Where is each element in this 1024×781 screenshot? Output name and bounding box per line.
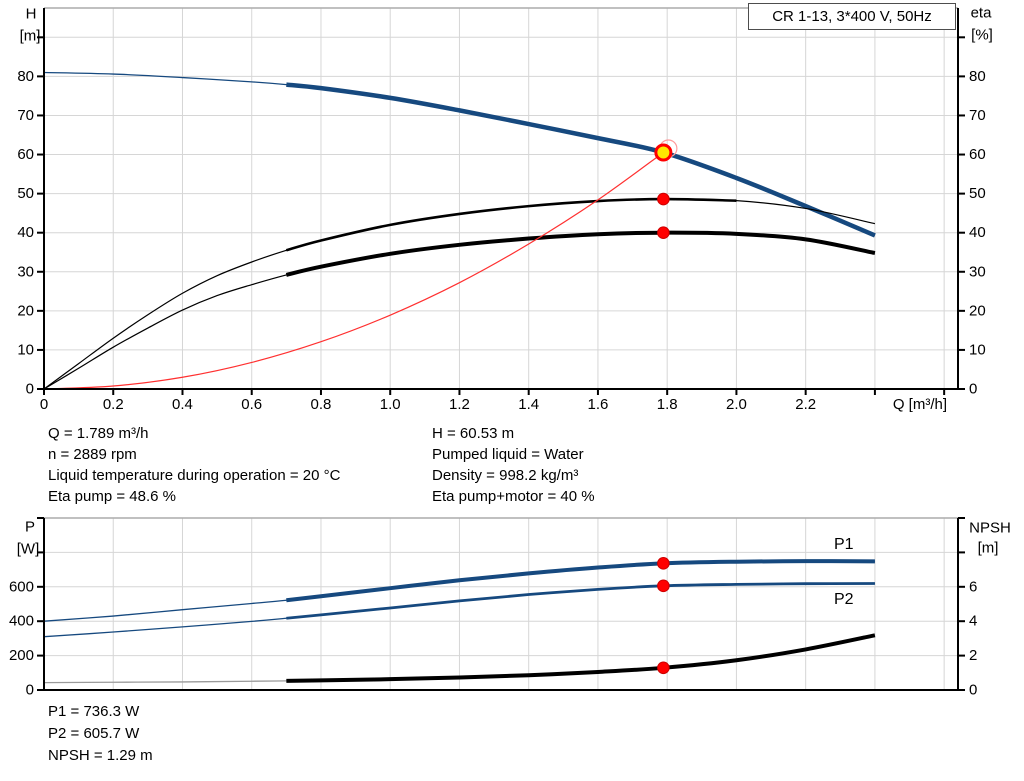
y-left-tick-label: 10 (17, 341, 34, 358)
p1-curve-label: P1 (834, 536, 854, 553)
y-left-axis-title: [W] (17, 541, 40, 558)
y-right-axis-title: [%] (971, 27, 993, 44)
p1-point (657, 557, 670, 570)
npsh-point (657, 661, 670, 675)
npsh-curve (286, 633, 876, 683)
duty-annotations-bottom: P1 = 736.3 W P2 = 605.7 W NPSH = 1.29 m (48, 701, 153, 767)
y-left-axis-title: [m] (20, 28, 41, 45)
y-left-tick-label: 600 (9, 578, 34, 595)
series (43, 71, 876, 390)
annotation-speed: n = 2889 rpm (48, 446, 137, 463)
x-tick-label: 0.4 (172, 396, 193, 413)
duty-annotations-left: Q = 1.789 m³/h n = 2889 rpm Liquid tempe… (48, 423, 340, 507)
x-tick-label: 2.2 (795, 396, 816, 413)
y-right-axis-title: [m] (978, 540, 999, 557)
x-axis-title: Q [m³/h] (893, 396, 947, 413)
pump-title-box: CR 1-13, 3*400 V, 50Hz (748, 3, 956, 30)
y-left-tick-label: 40 (17, 224, 34, 241)
x-tick-label: 0.6 (241, 396, 262, 413)
x-tick-label: 1.0 (380, 396, 401, 413)
y-right-tick-label: 0 (969, 682, 977, 699)
y-left-tick-label: 400 (9, 613, 34, 630)
markers (657, 557, 670, 675)
x-tick-label: 1.4 (518, 396, 539, 413)
qh-eta-chart[interactable]: 0 0.2 0.4 0.6 0.8 1.0 1.2 1.4 1.6 1.8 2.0 2.2 Q [m³/… (0, 0, 1024, 430)
annotation-eta-pump: Eta pump = 48.6 % (48, 488, 176, 505)
p2-point (657, 579, 670, 593)
power-npsh-chart[interactable]: P1 P2 0 200 400 600 0 2 4 6 P [W] NPSH [m] (0, 512, 1024, 712)
axes (43, 8, 959, 390)
x-tick-label: 2.0 (726, 396, 747, 413)
eta-pump-motor-point (657, 226, 670, 239)
x-tick-label: 1.8 (657, 396, 678, 413)
p2-curve (286, 582, 875, 620)
annotation-pumped-liquid: Pumped liquid = Water (432, 446, 584, 463)
annotation-eta-pump-motor: Eta pump+motor = 40 % (432, 488, 595, 505)
y-right-tick-label: 6 (969, 578, 977, 595)
x-tick-label: 1.6 (588, 396, 609, 413)
eta-pump-motor-curve (285, 230, 876, 277)
annotation-flow: Q = 1.789 m³/h (48, 425, 149, 442)
y-right-tick-label: 50 (969, 185, 986, 202)
y-left-tick-label: 0 (26, 381, 34, 398)
eta-pump-point (657, 192, 670, 206)
annotation-p1: P1 = 736.3 W (48, 703, 140, 720)
y-right-tick-label: 80 (969, 68, 986, 85)
y-right-tick-label: 30 (969, 263, 986, 280)
p2-curve-label: P2 (834, 591, 854, 608)
y-left-tick-label: 20 (17, 302, 34, 319)
x-tick-label: 0.8 (311, 396, 332, 413)
y-left-axis-title: P (25, 519, 35, 536)
y-right-tick-label: 0 (969, 381, 977, 398)
system-curve-thin (43, 151, 664, 390)
y-right-tick-label: 70 (969, 107, 986, 124)
gridlines (44, 518, 958, 690)
y-left-tick-label: 70 (17, 107, 34, 124)
pump-title: CR 1-13, 3*400 V, 50Hz (772, 8, 932, 25)
y-left-tick-label: 80 (17, 68, 34, 85)
markers (654, 139, 678, 239)
series: P1 P2 (43, 536, 876, 684)
y-right-tick-label: 40 (969, 224, 986, 241)
y-left-axis-title: H (26, 6, 37, 23)
annotation-liquid-temp: Liquid temperature during operation = 20… (48, 467, 341, 484)
duty-point[interactable] (654, 143, 673, 162)
y-right-axis-title: NPSH (969, 520, 1011, 537)
y-right-tick-label: 60 (969, 146, 986, 163)
tick-labels: 0 200 400 600 0 2 4 6 (9, 517, 977, 699)
axes (43, 518, 959, 691)
x-tick-label: 0 (40, 396, 48, 413)
annotation-p2: P2 = 605.7 W (48, 725, 140, 742)
y-right-axis-title: eta (971, 5, 993, 22)
tick-labels: 0 0.2 0.4 0.6 0.8 1.0 1.2 1.4 1.6 1.8 2.0 2.2 Q [m³/… (17, 36, 986, 413)
eta-pump-curve (285, 197, 737, 252)
annotation-head: H = 60.53 m (432, 425, 515, 442)
y-left-tick-label: 30 (17, 263, 34, 280)
annotation-npsh: NPSH = 1.29 m (48, 747, 153, 764)
y-left-tick-label: 0 (26, 682, 34, 699)
x-tick-label: 1.2 (449, 396, 470, 413)
y-left-tick-label: 200 (9, 647, 34, 664)
p1-curve (286, 559, 875, 603)
y-left-tick-label: 60 (17, 146, 34, 163)
duty-annotations-right: H = 60.53 m Pumped liquid = Water Densit… (432, 423, 595, 507)
y-left-tick-label: 50 (17, 185, 34, 202)
qh-curve (286, 82, 876, 238)
x-tick-label: 0.2 (103, 396, 124, 413)
annotation-density: Density = 998.2 kg/m³ (432, 467, 579, 484)
y-right-tick-label: 10 (969, 341, 986, 358)
y-right-tick-label: 20 (969, 302, 986, 319)
y-right-tick-label: 2 (969, 647, 977, 664)
gridlines (44, 8, 958, 389)
y-right-tick-label: 4 (969, 613, 977, 630)
